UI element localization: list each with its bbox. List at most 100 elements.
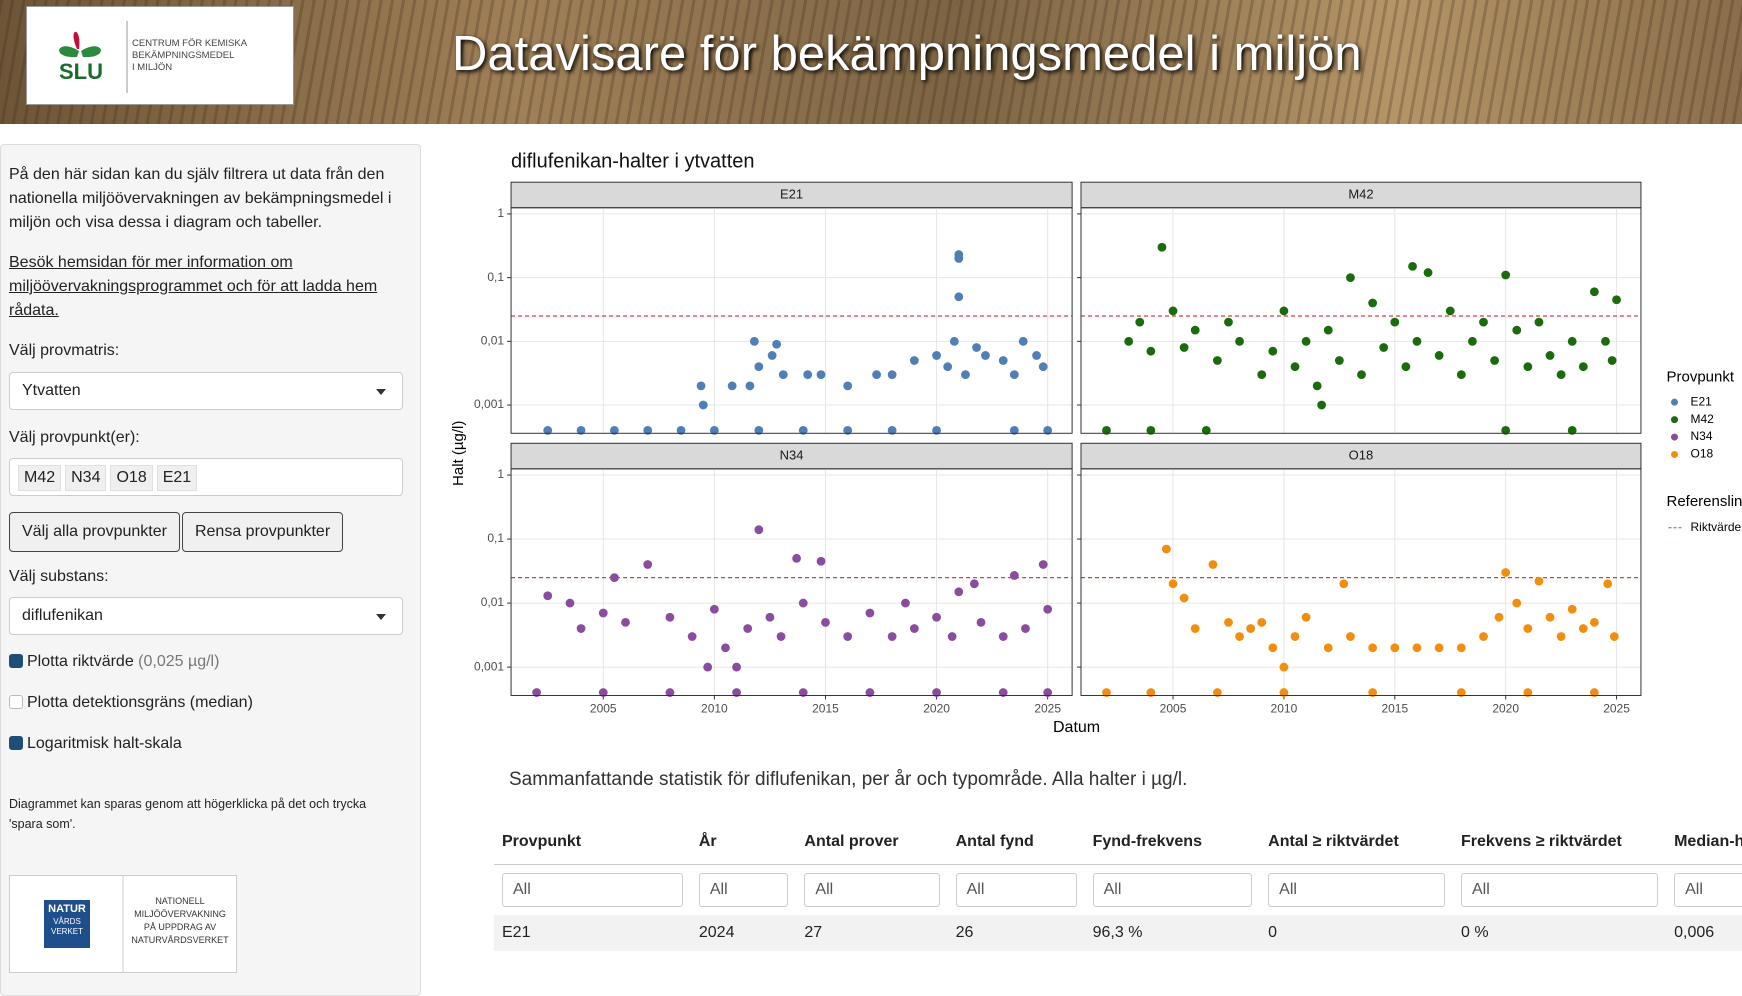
filter-input[interactable]: All xyxy=(956,873,1077,907)
matrix-select[interactable]: Ytvatten xyxy=(9,372,403,410)
filter-input[interactable]: All xyxy=(699,873,789,907)
data-point xyxy=(746,381,755,390)
data-point xyxy=(1213,356,1222,365)
filter-cell: All xyxy=(796,865,947,916)
nv-logo-text: NATUR xyxy=(48,903,86,915)
substance-select[interactable]: diflufenikan xyxy=(9,597,403,635)
filter-input[interactable]: All xyxy=(1674,873,1742,907)
info-link[interactable]: Besök hemsidan för mer information om mi… xyxy=(9,251,403,323)
data-point xyxy=(1339,579,1348,588)
data-point xyxy=(972,343,981,352)
column-header[interactable]: Fynd-frekvens xyxy=(1085,826,1261,865)
column-header[interactable]: Provpunkt xyxy=(494,826,691,865)
data-point xyxy=(1191,326,1200,335)
data-point xyxy=(754,525,763,534)
data-point xyxy=(710,605,719,614)
data-point xyxy=(888,370,897,379)
data-point xyxy=(1257,618,1266,627)
data-point xyxy=(1379,343,1388,352)
matrix-label: Välj provmatris: xyxy=(9,339,403,363)
data-point xyxy=(866,609,875,618)
table-cell: 0 % xyxy=(1453,915,1666,951)
data-point xyxy=(1039,362,1048,371)
data-point xyxy=(1224,318,1233,327)
x-tick-label: 2010 xyxy=(701,702,728,716)
filter-input[interactable]: All xyxy=(502,873,683,907)
data-point xyxy=(643,560,652,569)
point-tag[interactable]: O18 xyxy=(110,465,152,491)
legend-label: O18 xyxy=(1691,447,1714,461)
data-point xyxy=(1302,613,1311,622)
point-tag[interactable]: E21 xyxy=(157,465,197,491)
sidebar: På den här sidan kan du själv filtrera u… xyxy=(0,144,421,996)
data-point xyxy=(1268,347,1277,356)
legend-swatch xyxy=(1671,416,1678,423)
data-point xyxy=(566,599,575,608)
data-point xyxy=(1457,643,1466,652)
filter-input[interactable]: All xyxy=(804,873,939,907)
data-point xyxy=(961,370,970,379)
checkbox-det[interactable]: Plotta detektionsgräns (median) xyxy=(9,691,403,715)
panel-background xyxy=(1081,208,1641,434)
data-point xyxy=(1568,337,1577,346)
header: SLU CENTRUM FÖR KEMISKA BEKÄMPNINGSMEDEL… xyxy=(0,0,1742,124)
data-point xyxy=(688,632,697,641)
clear-button[interactable]: Rensa provpunkter xyxy=(182,512,343,552)
data-point xyxy=(1324,326,1333,335)
column-header[interactable]: Antal fynd xyxy=(948,826,1085,865)
y-tick-label: 0,001 xyxy=(474,397,504,411)
data-point xyxy=(1568,605,1577,614)
data-point xyxy=(1579,624,1588,633)
data-point xyxy=(750,337,759,346)
column-header[interactable]: Antal prover xyxy=(796,826,947,865)
filter-cell: All xyxy=(1085,865,1261,916)
data-point xyxy=(1146,347,1155,356)
substance-label: Välj substans: xyxy=(9,565,403,589)
data-point xyxy=(1346,273,1355,282)
column-header[interactable]: År xyxy=(691,826,797,865)
data-point xyxy=(1180,594,1189,603)
checkbox-ref[interactable]: Plotta riktvärde (0,025 µg/l) xyxy=(9,650,403,674)
filter-input[interactable]: All xyxy=(1268,873,1445,907)
facet-label: N34 xyxy=(780,448,804,463)
point-tag[interactable]: M42 xyxy=(18,465,61,491)
data-point xyxy=(950,337,959,346)
filter-input[interactable]: All xyxy=(1461,873,1658,907)
column-header[interactable]: Antal ≥ riktvärdet xyxy=(1260,826,1453,865)
data-point xyxy=(1010,571,1019,580)
data-point xyxy=(948,632,957,641)
checkbox-label: Plotta riktvärde xyxy=(27,653,134,670)
select-all-button[interactable]: Välj alla provpunkter xyxy=(9,512,180,552)
point-tag[interactable]: N34 xyxy=(65,465,106,491)
y-tick-label: 1 xyxy=(497,467,504,481)
x-tick-label: 2010 xyxy=(1271,702,1298,716)
data-point xyxy=(768,351,777,360)
data-point xyxy=(1413,643,1422,652)
checkbox-log[interactable]: Logaritmisk halt-skala xyxy=(9,732,403,756)
intro-text: På den här sidan kan du själv filtrera u… xyxy=(9,163,403,235)
data-point xyxy=(999,632,1008,641)
data-point xyxy=(1446,307,1455,316)
y-tick-label: 0,1 xyxy=(487,270,504,284)
data-point xyxy=(1191,624,1200,633)
column-header[interactable]: Frekvens ≥ riktvärdet xyxy=(1453,826,1666,865)
data-point xyxy=(1557,370,1566,379)
data-point xyxy=(1590,287,1599,296)
filter-cell: All xyxy=(948,865,1085,916)
data-point xyxy=(1495,613,1504,622)
column-header[interactable]: Median-halt xyxy=(1666,826,1742,865)
y-tick-label: 0,01 xyxy=(481,595,505,609)
data-point xyxy=(779,370,788,379)
data-point xyxy=(772,340,781,349)
x-tick-label: 2005 xyxy=(590,702,617,716)
checkbox-note: (0,025 µg/l) xyxy=(138,653,219,670)
data-point xyxy=(766,613,775,622)
filter-input[interactable]: All xyxy=(1093,873,1253,907)
y-tick-label: 0,1 xyxy=(487,531,504,545)
x-tick-label: 2025 xyxy=(1603,702,1630,716)
data-point xyxy=(954,292,963,301)
